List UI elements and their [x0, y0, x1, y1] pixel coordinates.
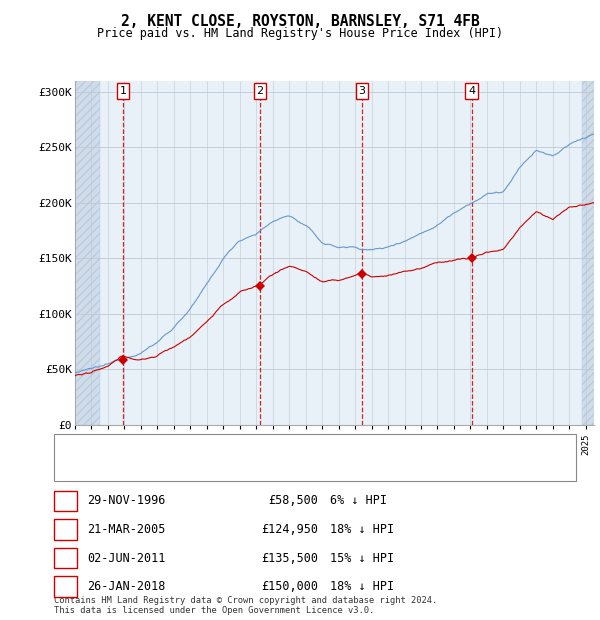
Bar	[75, 81, 100, 425]
Text: 02-JUN-2011: 02-JUN-2011	[87, 552, 166, 564]
Text: HPI: Average price, detached house, Barnsley: HPI: Average price, detached house, Barn…	[104, 463, 379, 472]
Text: 2: 2	[62, 523, 69, 536]
Text: 4: 4	[468, 86, 475, 95]
Bar	[581, 81, 594, 425]
Text: 4: 4	[62, 580, 69, 593]
Bar	[75, 81, 100, 425]
Text: £135,500: £135,500	[261, 552, 318, 564]
Text: Contains HM Land Registry data © Crown copyright and database right 2024.
This d: Contains HM Land Registry data © Crown c…	[54, 596, 437, 615]
Text: 15% ↓ HPI: 15% ↓ HPI	[330, 552, 394, 564]
Text: 18% ↓ HPI: 18% ↓ HPI	[330, 523, 394, 536]
Text: 26-JAN-2018: 26-JAN-2018	[87, 580, 166, 593]
Text: 2, KENT CLOSE, ROYSTON, BARNSLEY, S71 4FB: 2, KENT CLOSE, ROYSTON, BARNSLEY, S71 4F…	[121, 14, 479, 29]
Text: 18% ↓ HPI: 18% ↓ HPI	[330, 580, 394, 593]
Text: Price paid vs. HM Land Registry's House Price Index (HPI): Price paid vs. HM Land Registry's House …	[97, 27, 503, 40]
Text: 2, KENT CLOSE, ROYSTON, BARNSLEY, S71 4FB (detached house): 2, KENT CLOSE, ROYSTON, BARNSLEY, S71 4F…	[104, 442, 466, 452]
Text: 2: 2	[256, 86, 263, 95]
Text: 1: 1	[62, 495, 69, 507]
Text: £124,950: £124,950	[261, 523, 318, 536]
Text: 1: 1	[119, 86, 127, 95]
Text: 6% ↓ HPI: 6% ↓ HPI	[330, 495, 387, 507]
Text: 21-MAR-2005: 21-MAR-2005	[87, 523, 166, 536]
Text: £150,000: £150,000	[261, 580, 318, 593]
Text: 29-NOV-1996: 29-NOV-1996	[87, 495, 166, 507]
Text: £58,500: £58,500	[268, 495, 318, 507]
Text: 3: 3	[62, 552, 69, 564]
Text: 3: 3	[359, 86, 365, 95]
